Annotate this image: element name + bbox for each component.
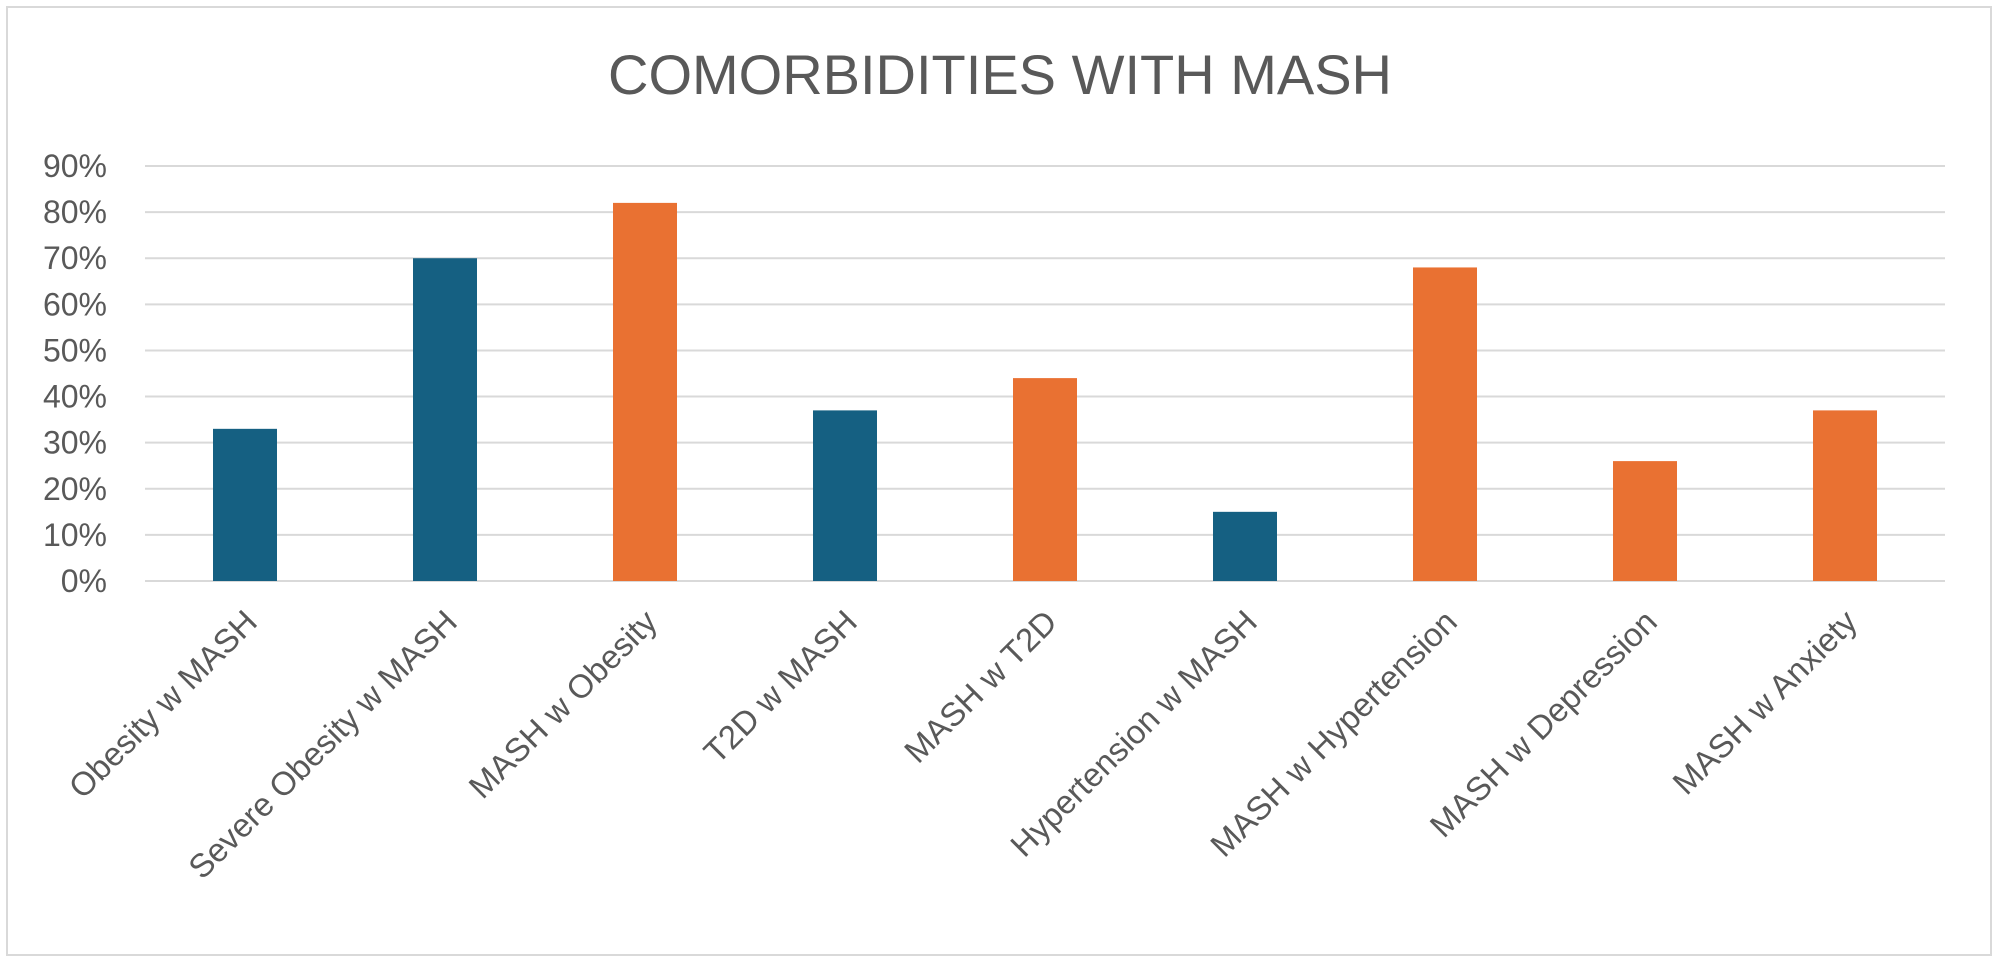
x-category-label: MASH w Anxiety	[1665, 602, 1864, 801]
bars	[213, 202, 1877, 581]
y-tick-label: 20%	[43, 471, 107, 507]
y-tick-label: 10%	[43, 517, 107, 553]
y-tick-label: 60%	[43, 286, 107, 322]
bar	[1613, 461, 1677, 581]
x-category-label: MASH w Obesity	[461, 602, 664, 805]
x-category-label: T2D w MASH	[696, 603, 863, 770]
bar	[213, 428, 277, 581]
y-tick-label: 40%	[43, 379, 107, 415]
bar	[413, 258, 477, 581]
bar	[813, 410, 877, 581]
bar	[1413, 267, 1477, 581]
x-category-label: MASH w Depression	[1423, 603, 1664, 844]
y-axis-tick-labels: 0% 10% 20% 30% 40% 50% 60% 70% 80% 90%	[43, 148, 107, 599]
bar	[1213, 511, 1277, 581]
y-tick-label: 90%	[43, 148, 107, 184]
y-tick-label: 80%	[43, 194, 107, 230]
x-category-label: Obesity w MASH	[61, 603, 264, 806]
y-tick-label: 30%	[43, 425, 107, 461]
x-category-label: MASH w T2D	[897, 603, 1064, 770]
y-tick-label: 70%	[43, 240, 107, 276]
bar	[1813, 410, 1877, 581]
y-tick-label: 50%	[43, 332, 107, 368]
y-tick-label: 0%	[61, 563, 107, 599]
chart-title: COMORBIDITIES WITH MASH	[608, 43, 1392, 106]
bar	[613, 202, 677, 581]
bar	[1013, 378, 1077, 581]
